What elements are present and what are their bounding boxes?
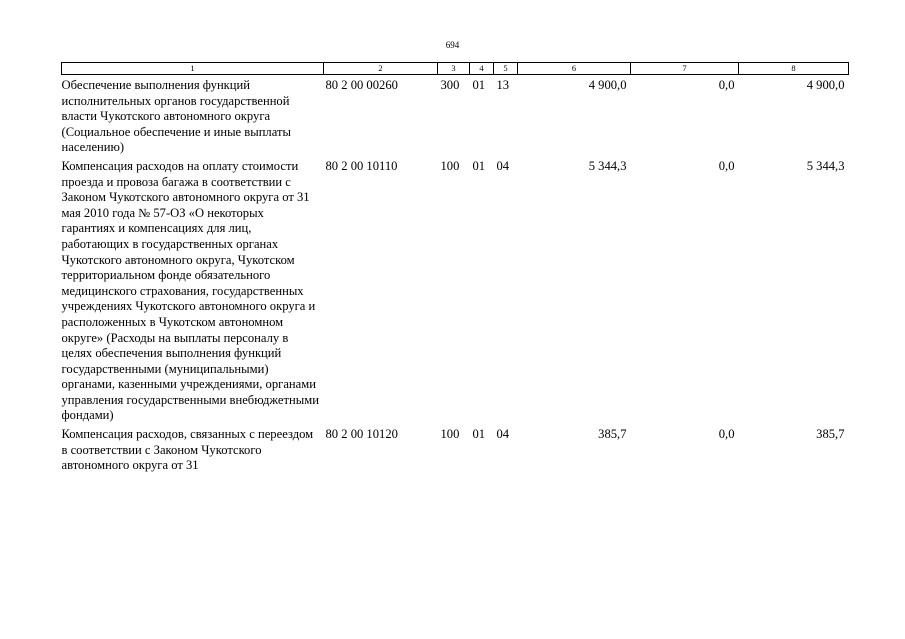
row-section: 01 [472, 78, 486, 92]
row-expense-type: 100 [440, 427, 460, 442]
row-subsection: 13 [496, 78, 510, 92]
page-number: 694 [445, 40, 460, 50]
row-amount: 385,7 [598, 427, 627, 442]
column-header: 6 [517, 62, 631, 75]
row-change: 0,0 [718, 427, 735, 442]
budget-table: 1 2 3 4 5 6 7 8 Обеспечение выполнения ф… [61, 62, 849, 474]
column-header: 1 [61, 62, 324, 75]
row-change: 0,0 [718, 158, 735, 173]
column-header: 3 [437, 62, 470, 75]
row-name: Компенсация расходов на оплату стоимости… [61, 158, 319, 423]
row-code: 80 2 00 10120 [325, 427, 398, 442]
table-header-row: 1 2 3 4 5 6 7 8 [61, 62, 849, 75]
column-header: 2 [323, 62, 438, 75]
row-subsection: 04 [496, 427, 510, 442]
row-section: 01 [472, 158, 486, 173]
row-expense-type: 300 [440, 78, 460, 92]
row-amount: 4 900,0 [588, 78, 627, 92]
row-name: Обеспечение выполнения функций исполните… [61, 78, 291, 155]
row-code: 80 2 00 10110 [325, 158, 398, 173]
table-row: Обеспечение выполнения функций исполните… [62, 75, 849, 156]
row-expense-type: 100 [440, 158, 460, 173]
table-row: Компенсация расходов, связанных с переез… [62, 424, 849, 474]
row-total: 385,7 [816, 427, 845, 442]
column-header: 5 [493, 62, 518, 75]
column-header: 4 [469, 62, 494, 75]
row-code: 80 2 00 00260 [325, 78, 398, 92]
column-header: 7 [630, 62, 739, 75]
column-header: 8 [738, 62, 849, 75]
row-subsection: 04 [496, 158, 510, 173]
row-name: Компенсация расходов, связанных с переез… [61, 427, 314, 473]
row-section: 01 [472, 427, 486, 442]
row-amount: 5 344,3 [588, 158, 627, 173]
row-total: 4 900,0 [806, 78, 845, 92]
row-change: 0,0 [718, 78, 735, 92]
table-row: Компенсация расходов на оплату стоимости… [62, 156, 849, 424]
row-total: 5 344,3 [806, 158, 845, 173]
